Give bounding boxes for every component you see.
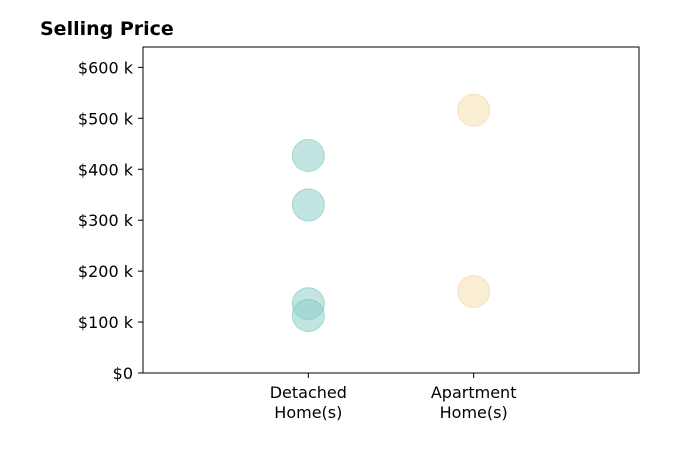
plot-frame [142,46,640,374]
y-tick-label: $200 k [78,262,134,281]
x-tick-label: Detached [270,383,347,402]
y-tick-label: $100 k [78,313,134,332]
plot-area [142,46,640,374]
data-point [291,138,325,172]
y-tick-label: $500 k [78,109,134,128]
y-tick-label: $400 k [78,160,134,179]
chart-title: Selling Price [40,18,174,40]
data-point [291,188,325,222]
y-axis: $0 $100 k $200 k $300 k $400 k $500 k $600 k [78,58,143,383]
x-tick-label: Home(s) [274,403,342,422]
data-points [291,93,491,332]
y-tick-label: $0 [113,364,133,383]
x-tick-label: Apartment [431,383,517,402]
data-point [457,93,491,127]
x-tick-label: Home(s) [440,403,508,422]
y-tick-label: $600 k [78,58,134,77]
data-point [457,275,491,308]
data-point [291,298,325,332]
y-tick-label: $300 k [78,211,134,230]
